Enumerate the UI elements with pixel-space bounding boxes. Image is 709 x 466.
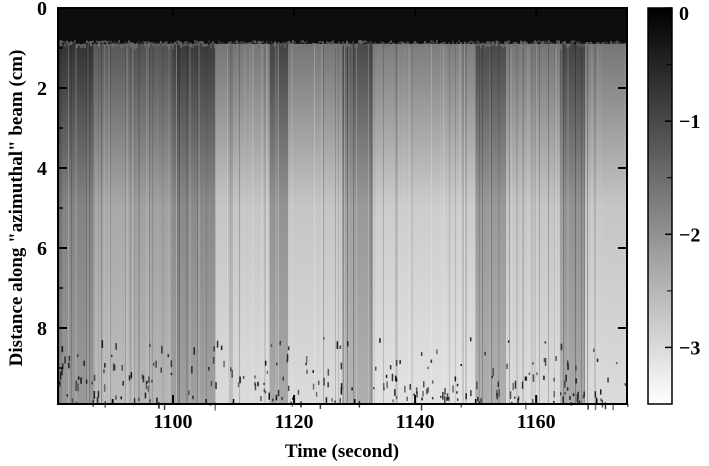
period-block: [58, 44, 95, 404]
period-block: [560, 44, 585, 404]
period-block: [475, 44, 506, 404]
colorbar-tick-label: −3: [679, 337, 700, 359]
band-edge: [58, 40, 628, 50]
y-tick-label: 4: [37, 158, 47, 180]
period-block: [215, 44, 270, 404]
plot-frame: [57, 7, 628, 405]
period-block: [505, 44, 561, 404]
period-block: [288, 44, 343, 404]
colorbar-tick-label: −2: [679, 224, 700, 246]
y-axis: 0 2 4 6 8: [37, 0, 627, 369]
x-axis-title: Time (second): [285, 441, 399, 462]
x-tick-label: 1140: [396, 411, 435, 433]
bottom-speckles: [58, 337, 629, 411]
period-block: [584, 44, 627, 404]
period-block: [130, 44, 174, 404]
x-axis: 1100 1120 1140 1160: [111, 8, 598, 433]
period-block: [173, 44, 216, 404]
y-tick-label: 0: [37, 0, 47, 20]
period-block: [94, 44, 131, 404]
period-block: [269, 44, 289, 404]
colorbar-tick-label: 0: [679, 3, 689, 25]
y-tick-label: 2: [37, 78, 47, 100]
y-tick-label: 8: [37, 318, 47, 340]
heatmap-image: [57, 8, 629, 411]
period-block: [372, 44, 476, 404]
colorbar-gradient: [647, 7, 673, 405]
colorbar-ticks: 0 −1 −2 −3: [665, 3, 700, 405]
colorbar-tick-label: −1: [679, 111, 700, 133]
x-tick-label: 1160: [517, 411, 556, 433]
x-tick-label: 1100: [154, 411, 193, 433]
y-axis-title: Distance along "azimuthal" beam (cm): [6, 50, 27, 367]
y-tick-label: 6: [37, 238, 47, 260]
top-dark-band: [58, 8, 627, 44]
x-tick-label: 1120: [275, 411, 314, 433]
colorbar: 0 −1 −2 −3: [647, 3, 700, 405]
